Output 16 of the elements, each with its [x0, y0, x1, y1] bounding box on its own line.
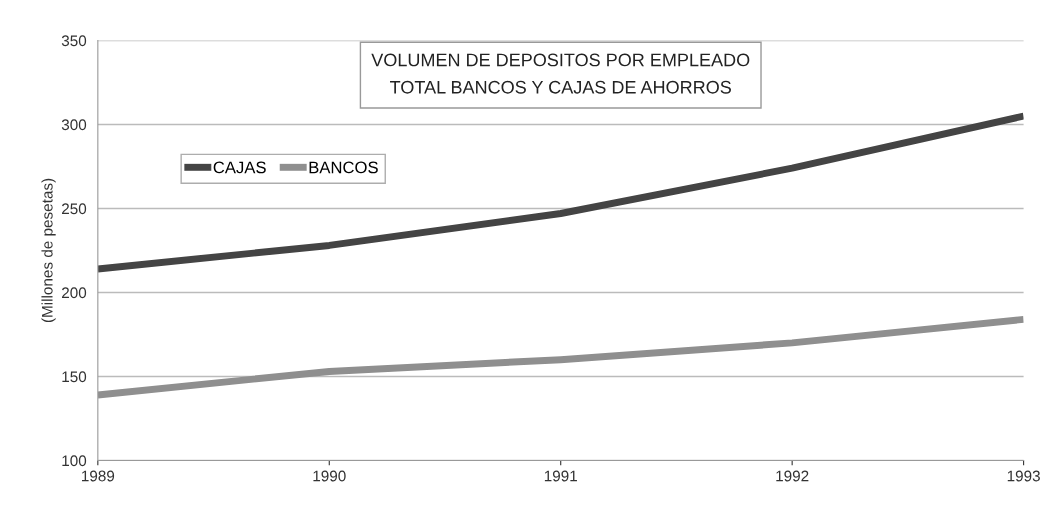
x-tick-label: 1989	[82, 470, 115, 482]
y-tick-label: 350	[61, 35, 87, 47]
y-tick-label: 150	[62, 371, 87, 383]
y-tick-label: 250	[62, 203, 87, 215]
x-tick-label: 1993	[1007, 470, 1040, 482]
text: VOLUMEN DE DEPOSITOS POR EMPLEADO	[371, 53, 750, 67]
x-tick-label: 1992	[776, 470, 809, 482]
y-tick-label: 300	[61, 119, 87, 131]
text: TOTAL BANCOS Y CAJAS DE AHORROS	[390, 80, 731, 94]
x-tick-label: 1990	[313, 470, 346, 482]
legend-label: CAJAS	[213, 161, 266, 174]
y-axis-title: (Millones de pesetas)	[41, 178, 56, 323]
x-tick-label: 1991	[544, 470, 577, 482]
y-tick-label: 100	[62, 455, 87, 467]
y-tick-label: 200	[62, 287, 87, 299]
legend-label: BANCOS	[309, 161, 378, 174]
